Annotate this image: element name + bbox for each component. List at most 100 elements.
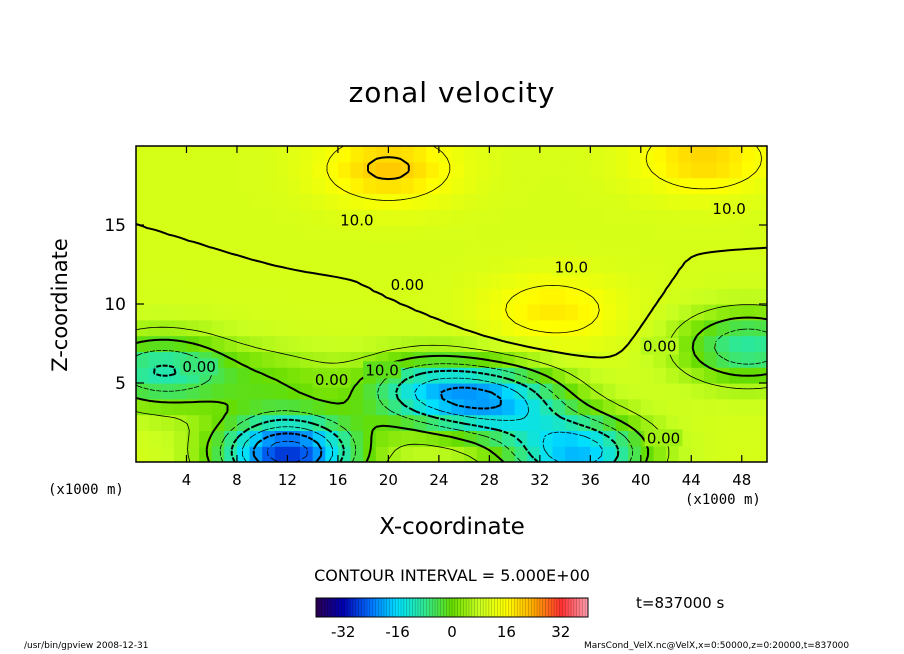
field-cell xyxy=(602,177,617,194)
field-cell xyxy=(375,272,389,289)
time-label: t=837000 s xyxy=(636,594,725,612)
colorbar-segment xyxy=(418,598,422,617)
field-cell xyxy=(691,146,705,163)
field-cell xyxy=(199,225,213,242)
field-cell xyxy=(274,177,289,194)
field-cell xyxy=(173,272,188,289)
field-cell xyxy=(363,319,377,337)
field-cell xyxy=(325,351,339,368)
field-cell xyxy=(438,209,453,226)
colorbar-segment xyxy=(415,598,419,617)
colorbar-segment xyxy=(384,598,388,617)
field-cell xyxy=(388,383,402,400)
field-cell xyxy=(527,225,541,242)
field-cell xyxy=(628,146,642,163)
field-cell xyxy=(565,177,579,194)
field-cell xyxy=(476,209,490,226)
field-cell xyxy=(262,272,276,289)
field-cell xyxy=(678,288,692,305)
field-cell xyxy=(262,304,276,321)
field-cell xyxy=(375,256,389,273)
field-cell xyxy=(678,240,692,258)
field-cell xyxy=(199,398,213,416)
x-axis: 4 8 12 16 20 24 28 32 36 40 44 48 xyxy=(182,146,751,489)
field-cell xyxy=(211,161,225,179)
field-cell xyxy=(691,225,705,242)
colorbar-segment xyxy=(386,598,391,617)
field-cell xyxy=(565,146,579,163)
field-cell xyxy=(438,398,453,416)
field-cell xyxy=(565,272,579,289)
field-cell xyxy=(438,430,453,447)
field-cell xyxy=(527,240,541,258)
field-cell xyxy=(312,398,326,416)
field-cell xyxy=(438,177,453,194)
field-cell xyxy=(161,288,175,305)
field-cell xyxy=(388,193,402,210)
field-cell xyxy=(337,351,352,368)
field-cell xyxy=(691,193,705,210)
field-cell xyxy=(666,367,680,384)
colorbar-segment xyxy=(503,598,507,617)
field-cell xyxy=(224,161,238,179)
field-cell xyxy=(300,288,314,305)
field-cell xyxy=(236,272,251,289)
field-cell xyxy=(729,430,743,447)
field-cell xyxy=(464,304,478,321)
field-cell xyxy=(136,177,150,194)
field-cell xyxy=(577,351,591,368)
field-cell xyxy=(249,288,263,305)
field-cell xyxy=(615,240,629,258)
field-cell xyxy=(413,193,427,210)
field-cell xyxy=(287,161,301,179)
field-cell xyxy=(312,209,326,226)
field-cell xyxy=(501,319,516,337)
field-cell xyxy=(173,209,188,226)
field-cell xyxy=(602,398,617,416)
field-cell xyxy=(451,209,465,226)
field-cell xyxy=(703,398,718,416)
field-cell xyxy=(161,209,175,226)
field-cell xyxy=(628,367,642,384)
field-cell xyxy=(161,351,175,368)
field-cell xyxy=(565,225,579,242)
field-cell xyxy=(501,335,516,352)
field-cell xyxy=(640,225,655,242)
field-cell xyxy=(464,335,478,352)
field-cell xyxy=(716,414,730,431)
field-cell xyxy=(262,177,276,194)
field-cell xyxy=(754,430,767,447)
field-cell xyxy=(741,335,755,352)
field-cell xyxy=(186,430,200,447)
field-cell xyxy=(136,288,150,305)
field-cell xyxy=(136,367,150,384)
field-cell xyxy=(363,256,377,273)
field-cell xyxy=(224,304,238,321)
colorbar-segment xyxy=(474,598,478,617)
field-cell xyxy=(741,430,755,447)
field-cell xyxy=(703,146,718,163)
field-cell xyxy=(754,383,767,400)
field-cell xyxy=(602,367,617,384)
field-cell xyxy=(136,240,150,258)
field-cell xyxy=(375,319,389,337)
field-cell xyxy=(426,225,440,242)
field-cell xyxy=(577,225,591,242)
field-cell xyxy=(438,304,453,321)
field-cell xyxy=(640,161,655,179)
field-cell xyxy=(489,398,503,416)
field-cell xyxy=(161,177,175,194)
field-cell xyxy=(565,430,579,447)
colorbar-segment xyxy=(369,598,374,617)
field-cell xyxy=(287,209,301,226)
field-cell xyxy=(703,161,718,179)
field-cell xyxy=(363,240,377,258)
field-cell xyxy=(703,446,718,462)
field-cell xyxy=(451,161,465,179)
field-cell xyxy=(615,383,629,400)
colorbar-segment xyxy=(381,598,385,617)
field-cell xyxy=(741,351,755,368)
field-cell xyxy=(451,335,465,352)
field-cell xyxy=(148,304,162,321)
field-cell xyxy=(615,225,629,242)
